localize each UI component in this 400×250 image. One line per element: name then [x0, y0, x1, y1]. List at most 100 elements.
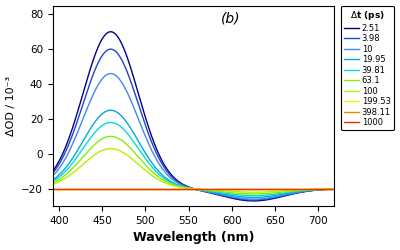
199.53 [178, 187, 182, 190]
3.98 [263, 198, 268, 201]
100 [100, 149, 105, 152]
10 [238, 197, 243, 200]
19.95 [123, 119, 128, 122]
398.11 [100, 187, 105, 190]
Line: 2.51: 2.51 [53, 32, 334, 201]
2.51 [100, 37, 105, 40]
2.51 [108, 30, 113, 33]
398.11 [122, 187, 127, 190]
3.98 [123, 66, 128, 69]
1000 [100, 187, 105, 190]
398.11 [262, 187, 267, 190]
3.98 [216, 193, 221, 196]
63.1 [238, 192, 243, 195]
199.53 [50, 187, 55, 190]
10 [263, 197, 268, 200]
1000 [238, 187, 243, 190]
39.81 [332, 188, 336, 190]
Line: 19.95: 19.95 [53, 110, 334, 198]
Text: (b): (b) [222, 12, 241, 26]
100 [251, 191, 256, 194]
3.98 [178, 182, 183, 185]
10 [123, 88, 128, 90]
398.11 [178, 187, 182, 190]
Line: 100: 100 [53, 148, 334, 192]
19.95 [100, 112, 105, 115]
2.51 [123, 51, 128, 54]
10 [216, 193, 221, 196]
X-axis label: Wavelength (nm): Wavelength (nm) [132, 232, 254, 244]
10 [178, 183, 183, 186]
63.1 [123, 142, 128, 145]
3.98 [238, 198, 243, 201]
39.81 [123, 130, 128, 133]
Legend: 2.51, 3.98, 10, 19.95, 39.81, 63.1, 100, 199.53, 398.11, 1000: 2.51, 3.98, 10, 19.95, 39.81, 63.1, 100,… [341, 6, 394, 130]
2.51 [50, 170, 55, 173]
19.95 [216, 192, 221, 195]
100 [216, 189, 221, 192]
39.81 [178, 185, 183, 188]
10 [100, 77, 105, 80]
100 [108, 147, 113, 150]
199.53 [100, 187, 105, 190]
39.81 [251, 194, 256, 197]
19.95 [178, 184, 183, 188]
Line: 39.81: 39.81 [53, 122, 334, 196]
10 [251, 198, 256, 201]
19.95 [50, 178, 55, 182]
63.1 [50, 182, 55, 184]
39.81 [238, 194, 243, 197]
100 [123, 152, 128, 156]
1000 [216, 187, 221, 190]
1000 [122, 187, 127, 190]
2.51 [251, 200, 256, 202]
10 [332, 188, 336, 190]
63.1 [251, 192, 256, 196]
39.81 [108, 121, 113, 124]
2.51 [216, 194, 221, 196]
199.53 [238, 187, 243, 190]
2.51 [332, 188, 336, 190]
1000 [332, 187, 336, 190]
63.1 [100, 137, 105, 140]
10 [50, 174, 55, 177]
199.53 [216, 187, 221, 190]
63.1 [332, 188, 336, 190]
3.98 [50, 172, 55, 175]
63.1 [108, 135, 113, 138]
100 [263, 190, 268, 194]
39.81 [216, 191, 221, 194]
398.11 [238, 187, 243, 190]
3.98 [332, 188, 336, 190]
39.81 [100, 124, 105, 127]
199.53 [262, 187, 267, 190]
63.1 [216, 190, 221, 193]
Line: 10: 10 [53, 74, 334, 199]
2.51 [263, 198, 268, 202]
398.11 [332, 187, 336, 190]
1000 [50, 187, 55, 190]
100 [178, 186, 183, 189]
19.95 [251, 196, 256, 199]
Line: 63.1: 63.1 [53, 136, 334, 194]
3.98 [251, 198, 256, 202]
19.95 [263, 195, 268, 198]
1000 [262, 187, 267, 190]
199.53 [122, 187, 127, 190]
100 [332, 187, 336, 190]
39.81 [50, 180, 55, 183]
19.95 [108, 109, 113, 112]
Y-axis label: ΔOD / 10⁻³: ΔOD / 10⁻³ [6, 76, 16, 136]
39.81 [263, 194, 268, 197]
Line: 3.98: 3.98 [53, 49, 334, 200]
10 [108, 72, 113, 75]
100 [50, 183, 55, 186]
100 [238, 190, 243, 194]
3.98 [100, 54, 105, 57]
63.1 [178, 185, 183, 188]
3.98 [108, 48, 113, 51]
398.11 [216, 187, 221, 190]
398.11 [50, 187, 55, 190]
63.1 [263, 192, 268, 195]
2.51 [238, 198, 243, 202]
